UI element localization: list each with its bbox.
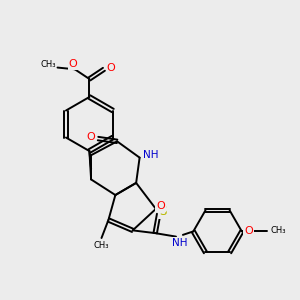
- Text: NH: NH: [143, 150, 158, 160]
- Text: O: O: [244, 226, 253, 236]
- Text: CH₃: CH₃: [94, 241, 109, 250]
- Text: O: O: [69, 59, 77, 69]
- Text: S: S: [159, 205, 166, 218]
- Text: O: O: [106, 63, 115, 73]
- Text: O: O: [86, 132, 95, 142]
- Text: NH: NH: [172, 238, 187, 248]
- Text: CH₃: CH₃: [40, 60, 56, 69]
- Text: O: O: [156, 202, 165, 212]
- Text: CH₃: CH₃: [270, 226, 286, 235]
